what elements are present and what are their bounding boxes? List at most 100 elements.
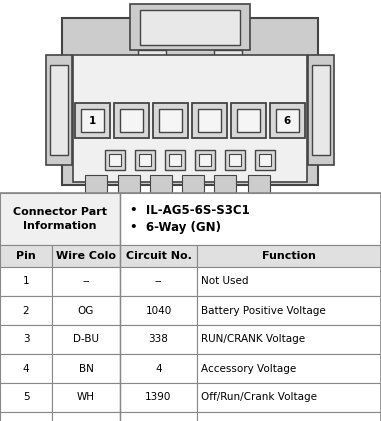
Text: 338: 338 [149,335,168,344]
Text: 1: 1 [89,115,96,125]
Text: •  IL-AG5-6S-S3C1: • IL-AG5-6S-S3C1 [130,203,250,216]
Text: D-BU: D-BU [73,335,99,344]
Bar [85,175,107,193]
Bar [140,10,240,45]
Bar [130,4,250,50]
Bar [52,354,120,383]
Text: --: -- [82,277,90,287]
Bar [50,65,68,155]
Text: 1: 1 [23,277,29,287]
Bar [52,412,120,421]
Bar [197,383,381,412]
Bar [52,383,120,412]
Bar [197,267,381,296]
Bar [165,150,185,170]
Text: 2: 2 [23,306,29,315]
Bar [0,296,52,325]
Bar [237,109,260,132]
Bar [214,175,236,193]
Text: 6: 6 [284,115,291,125]
Bar [139,154,151,166]
Text: Accessory Voltage: Accessory Voltage [201,363,296,373]
Bar [197,245,381,267]
Bar [0,354,52,383]
Bar [197,325,381,354]
Text: --: -- [155,277,162,287]
Bar [197,354,381,383]
Bar [198,109,221,132]
Bar [62,18,318,185]
Bar [120,325,197,354]
Bar [229,154,241,166]
Bar [105,150,125,170]
Text: 1390: 1390 [145,392,172,402]
Bar [120,296,197,325]
Bar [0,267,52,296]
Bar [225,150,245,170]
Bar [259,154,271,166]
Bar [231,103,266,138]
Bar [270,103,305,138]
Bar [52,267,120,296]
Bar [199,154,211,166]
Bar [0,193,120,245]
Bar [120,109,143,132]
Text: Wire Colo: Wire Colo [56,251,116,261]
Bar [197,412,381,421]
Bar [46,55,72,165]
Bar [0,325,52,354]
Bar [159,109,182,132]
Bar [195,150,215,170]
Bar [73,55,307,182]
Bar [120,354,197,383]
Bar [120,193,381,245]
Bar [0,412,52,421]
Text: 1040: 1040 [146,306,171,315]
Text: Function: Function [262,251,316,261]
Bar [120,412,197,421]
Bar [169,154,181,166]
Text: Connector Part
Information: Connector Part Information [13,208,107,231]
Bar [182,175,204,193]
Bar [114,103,149,138]
Bar [52,325,120,354]
Text: RUN/CRANK Voltage: RUN/CRANK Voltage [201,335,305,344]
Bar [308,55,334,165]
Bar [248,175,270,193]
Bar [192,103,227,138]
Bar [52,245,120,267]
Text: BN: BN [78,363,93,373]
Bar [255,150,275,170]
Text: OG: OG [78,306,94,315]
Bar [0,245,52,267]
Text: 3: 3 [23,335,29,344]
Bar [0,383,52,412]
Bar [0,193,381,421]
Text: •  6-Way (GN): • 6-Way (GN) [130,221,221,234]
Bar [214,50,242,80]
Text: Circuit No.: Circuit No. [126,251,191,261]
Bar [120,245,197,267]
Text: Battery Positive Voltage: Battery Positive Voltage [201,306,326,315]
Text: 4: 4 [155,363,162,373]
Bar [118,175,140,193]
Text: 4: 4 [23,363,29,373]
Text: WH: WH [77,392,95,402]
Bar [52,296,120,325]
Text: Off/Run/Crank Voltage: Off/Run/Crank Voltage [201,392,317,402]
Bar [138,50,166,80]
Bar [120,267,197,296]
Bar [109,154,121,166]
Text: Not Used: Not Used [201,277,248,287]
Bar [312,65,330,155]
Bar [276,109,299,132]
Bar [150,175,172,193]
Bar [81,109,104,132]
Bar [75,103,110,138]
Bar [197,296,381,325]
Bar [153,103,188,138]
Bar [120,383,197,412]
Text: 5: 5 [23,392,29,402]
Text: Pin: Pin [16,251,36,261]
Bar [135,150,155,170]
